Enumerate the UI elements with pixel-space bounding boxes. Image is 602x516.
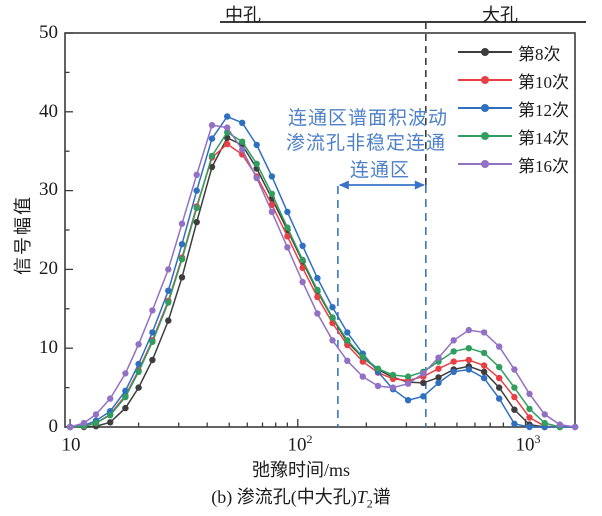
legend-marker-line-dot-icon [458,75,512,85]
connected-region-arrow-icon [338,180,425,190]
connected-region-label: 连通区 [349,160,411,181]
legend-item-16: 第16次 [458,152,569,176]
figure-caption: (b) 渗流孔(中大孔)T2谱 [211,487,391,511]
series-markers [66,134,548,431]
mid-pore-region-label: 中孔 [225,5,261,25]
legend: 第8次 第10次 第12次 第14次 第16次 [458,40,569,176]
legend-item-14: 第14次 [458,124,569,148]
legend-item-12: 第12次 [458,96,569,120]
legend-marker-line-dot-icon [458,47,512,57]
legend-item-10: 第10次 [458,68,569,92]
legend-label: 第8次 [518,44,561,64]
series-line [70,131,561,428]
y-tick-0: 0 [48,416,59,437]
legend-label: 第10次 [518,72,569,92]
legend-marker-line-dot-icon [458,159,512,169]
legend-label: 第12次 [518,100,569,120]
large-pore-region-label: 大孔 [482,5,518,25]
y-tick-10: 10 [39,337,58,358]
x-axis-title: 弛豫时间/ms [251,460,351,480]
legend-marker-line-dot-icon [458,131,512,141]
x-tick-10: 10 [61,434,81,456]
series-line [70,136,545,428]
y-tick-40: 40 [39,101,58,122]
y-tick-50: 50 [39,22,58,43]
legend-item-8: 第8次 [458,40,569,64]
series-第8次 [66,134,548,431]
y-tick-20: 20 [39,258,58,279]
series-markers [66,122,579,431]
legend-label: 第16次 [518,156,569,176]
annotation-line1: 连通区谱面积波动 [287,108,449,129]
x-tick-1000: 103 [515,432,541,456]
legend-marker-line-dot-icon [458,103,512,113]
legend-label: 第14次 [518,128,569,148]
x-tick-100: 102 [287,432,313,456]
series-第16次 [66,122,579,431]
axis-ticks [65,32,527,428]
annotation-line2: 渗流孔非稳定连通 [285,133,447,154]
series-第12次 [66,113,579,431]
pore-region-rule-line [220,21,586,23]
y-tick-30: 30 [39,179,58,200]
